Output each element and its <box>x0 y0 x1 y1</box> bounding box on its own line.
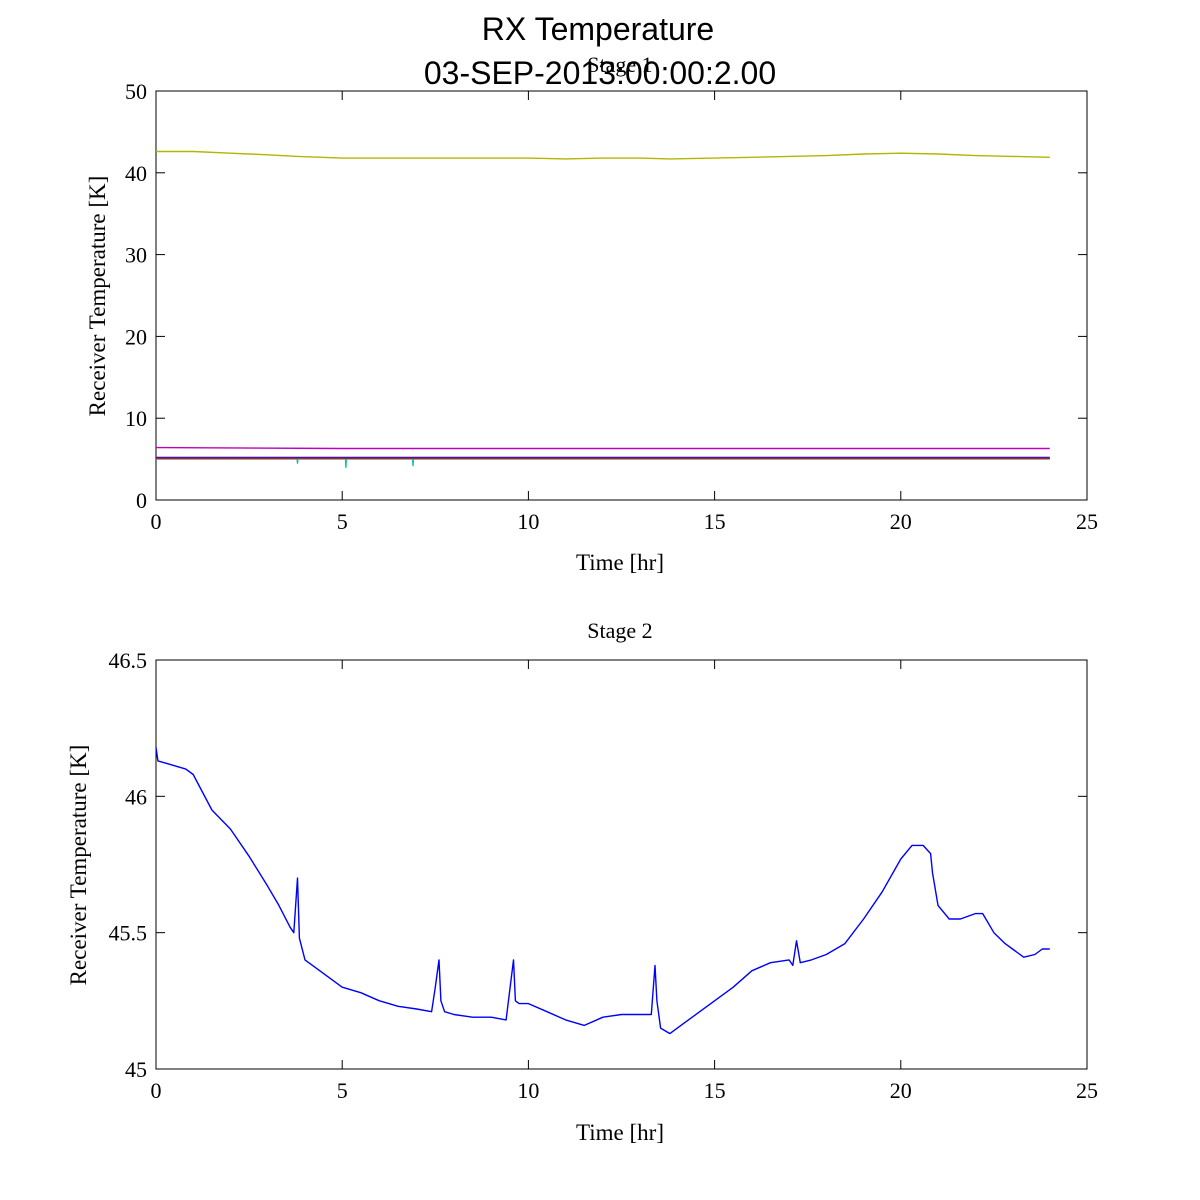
stage2-ticks: 0 5 10 15 20 25 45 45.5 46 46.5 <box>109 648 1099 1103</box>
stage1-chart-title: Stage 1 <box>587 52 652 77</box>
stage2-series-layer <box>155 747 1050 1035</box>
stage2-xtick-label: 20 <box>890 1078 912 1103</box>
stage2-xtick-label: 15 <box>704 1078 726 1103</box>
stage1-x-axis-label: Time [hr] <box>576 550 664 575</box>
stage1-ytick-label: 10 <box>125 406 147 431</box>
stage1-xtick-label: 20 <box>890 509 912 534</box>
stage1-ticks: 0 5 10 15 20 25 0 10 20 30 40 50 <box>125 79 1098 534</box>
stage1-xtick-label: 25 <box>1076 509 1098 534</box>
stage2-series-stage2-sensor <box>155 747 1050 1035</box>
stage1-series-sensor-cyan <box>156 458 1050 468</box>
stage1-ytick-label: 20 <box>125 324 147 349</box>
stage1-xtick-label: 15 <box>704 509 726 534</box>
stage1-ytick-label: 0 <box>136 488 147 513</box>
stage2-xtick-label: 25 <box>1076 1078 1098 1103</box>
figure-title-line1: RX Temperature <box>482 11 714 47</box>
stage2-ytick-label: 45 <box>125 1057 147 1082</box>
stage1-series-sensor-yellow <box>156 150 1050 160</box>
stage1-y-axis-label: Receiver Temperature [K] <box>85 176 110 417</box>
stage2-xtick-label: 5 <box>337 1078 348 1103</box>
stage1-series-sensor-magenta <box>155 446 1050 450</box>
stage2-ytick-label: 45.5 <box>109 921 148 946</box>
stage1-xtick-label: 0 <box>151 509 162 534</box>
stage1-plot-frame <box>155 90 1088 501</box>
stage2-chart-title: Stage 2 <box>587 618 652 643</box>
stage2-xtick-label: 10 <box>517 1078 539 1103</box>
stage2-xtick-label: 0 <box>151 1078 162 1103</box>
stage1-ytick-label: 50 <box>125 79 147 104</box>
stage2-plot-frame <box>155 659 1088 1070</box>
stage2-x-axis-label: Time [hr] <box>576 1120 664 1145</box>
stage2-y-axis-label: Receiver Temperature [K] <box>66 745 91 986</box>
stage1-xtick-label: 10 <box>517 509 539 534</box>
stage2-ytick-label: 46.5 <box>109 648 148 673</box>
stage2-chart: Stage 2 0 5 10 15 20 25 45 45.5 46 46.5 Time [hr]… <box>66 618 1098 1145</box>
figure-title-line2: 03-SEP-2013:00:00:2.00 <box>424 55 776 91</box>
stage2-ytick-label: 46 <box>125 784 147 809</box>
stage1-xtick-label: 5 <box>337 509 348 534</box>
stage1-ytick-label: 40 <box>125 161 147 186</box>
stage1-series-layer <box>155 150 1050 468</box>
stage1-ytick-label: 30 <box>125 243 147 268</box>
